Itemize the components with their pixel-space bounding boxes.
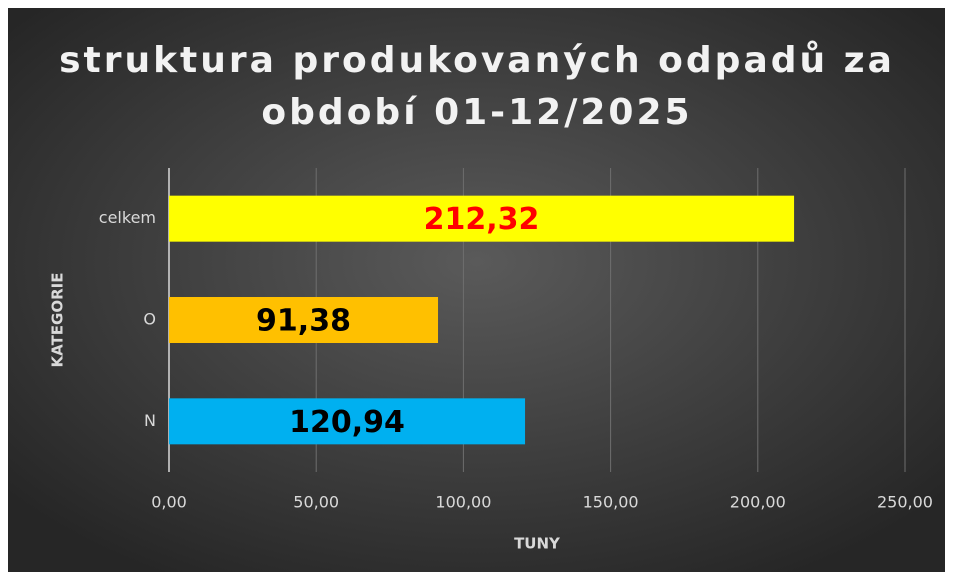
x-tick-label: 100,00 [435,493,491,512]
chart-title: struktura produkovaných odpadů za [59,40,895,81]
y-axis-label: KATEGORIE [49,273,67,368]
data-label: 91,38 [256,304,351,339]
chart-background [8,8,945,572]
x-tick-label: 50,00 [293,493,339,512]
x-tick-label: 200,00 [730,493,786,512]
x-tick-label: 0,00 [151,493,187,512]
x-tick-label: 150,00 [583,493,639,512]
y-tick-label: celkem [99,208,156,227]
bar [169,297,439,343]
bar [169,398,526,445]
y-tick-label: N [144,411,156,430]
y-tick-label: O [143,310,156,329]
x-tick-label: 250,00 [877,493,933,512]
bar [169,195,795,242]
data-label: 120,94 [289,405,405,440]
chart-title: období 01-12/2025 [261,92,692,133]
x-axis-label: TUNY [514,535,561,553]
data-label: 212,32 [424,202,540,237]
